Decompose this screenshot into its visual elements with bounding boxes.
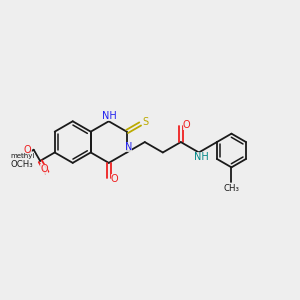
Text: S: S: [142, 117, 148, 127]
Text: O: O: [40, 164, 48, 174]
Text: N: N: [125, 142, 132, 152]
Text: O: O: [111, 174, 118, 184]
Text: OCH₃: OCH₃: [10, 160, 33, 169]
Text: O: O: [24, 145, 32, 155]
Text: CH₃: CH₃: [224, 184, 239, 193]
Text: O: O: [183, 120, 190, 130]
Text: NH: NH: [102, 111, 117, 121]
Text: methyl: methyl: [10, 153, 35, 159]
Text: NH: NH: [194, 152, 209, 162]
